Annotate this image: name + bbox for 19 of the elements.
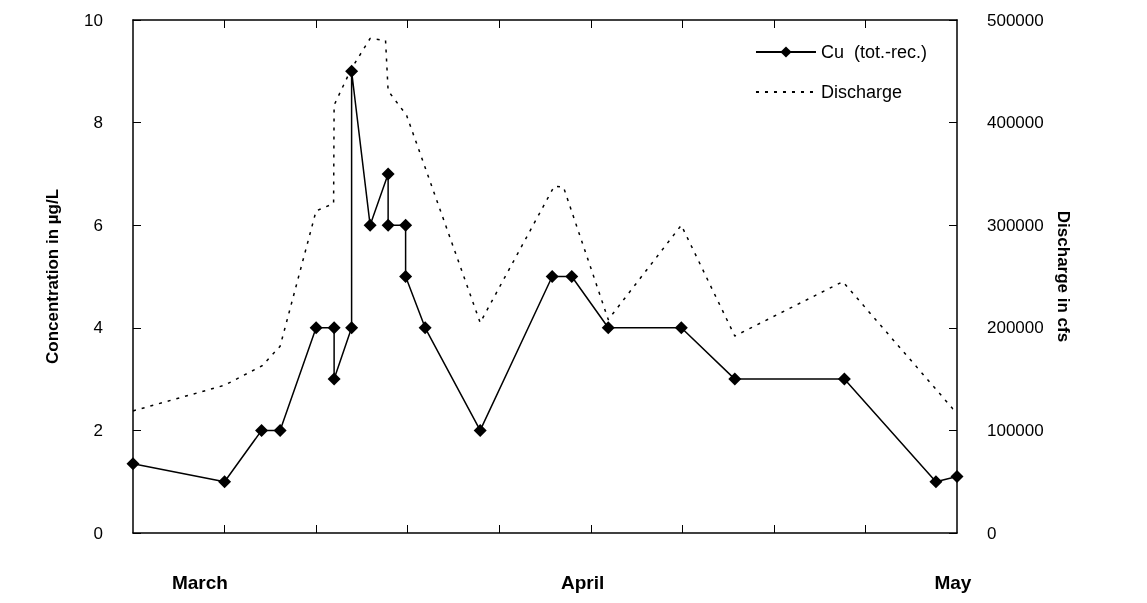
y-tick-label: 6 [93,215,103,235]
y2-tick-label: 0 [987,523,997,543]
legend-label: Cu (tot.-rec.) [820,42,927,62]
y-tick-label: 2 [93,420,103,440]
y2-tick-label: 300000 [987,215,1044,235]
x-tick-label: April [560,572,605,593]
y-tick-label: 4 [93,318,103,338]
y-axis-title: Concentration in µg/L [43,188,62,365]
y2-tick-label: 200000 [987,318,1044,338]
y2-tick-label: 500000 [987,10,1044,30]
x-tick-label: March [171,572,228,593]
y2-tick-label: 400000 [987,113,1044,133]
y2-tick-label: 100000 [987,420,1044,440]
y-tick-label: 0 [93,523,103,543]
y2-axis-title: Discharge in cfs [1053,210,1073,343]
y-tick-label: 8 [93,113,103,133]
y-tick-label: 10 [84,10,103,30]
legend-label: Discharge [820,82,903,102]
x-tick-label: May [934,572,972,593]
